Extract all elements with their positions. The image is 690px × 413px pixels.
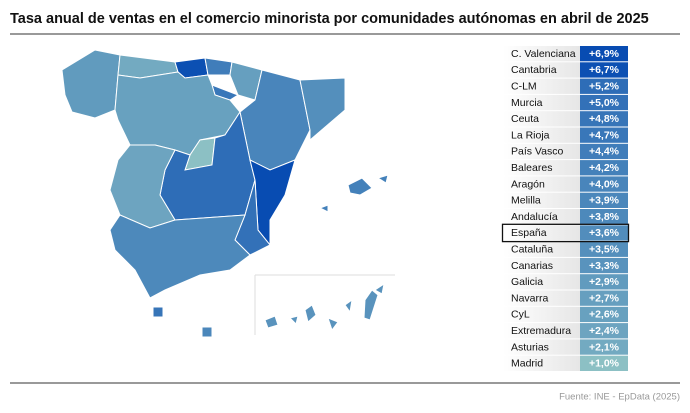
region-name: C-LM — [511, 81, 537, 93]
value-label: +3,6% — [589, 227, 620, 239]
highlight-box — [501, 223, 630, 243]
value-label: +3,5% — [589, 244, 620, 256]
value-cell — [580, 111, 628, 127]
row-label-cell — [503, 339, 580, 355]
region — [61, 49, 121, 119]
value-cell — [580, 176, 628, 192]
value-cell — [580, 355, 628, 371]
row-label-cell — [503, 127, 580, 143]
row-label-cell — [503, 143, 580, 160]
value-cell — [580, 290, 628, 306]
row-label-cell — [503, 225, 580, 241]
value-label: +4,2% — [589, 162, 620, 174]
region-name: Cantabria — [511, 64, 557, 76]
row-label-cell — [503, 192, 580, 208]
value-label: +2,6% — [589, 309, 620, 321]
value-label: +6,7% — [589, 64, 620, 76]
region-name: Madrid — [511, 358, 543, 370]
value-label: +5,0% — [589, 97, 620, 109]
row-label-cell — [503, 46, 580, 62]
value-label: +4,0% — [589, 178, 620, 190]
value-label: +5,2% — [589, 81, 620, 93]
region — [229, 61, 263, 101]
region-name: Baleares — [511, 162, 552, 174]
region-name: Galicia — [511, 276, 543, 288]
row-label-cell — [503, 290, 580, 306]
value-cell — [580, 241, 628, 257]
value-cell — [580, 160, 628, 176]
region-name: CyL — [511, 309, 530, 321]
region-name: Murcia — [511, 97, 543, 109]
value-label: +2,1% — [589, 341, 620, 353]
row-label-cell — [503, 78, 580, 94]
region — [299, 77, 346, 142]
title: Tasa anual de ventas en el comercio mino… — [10, 11, 649, 27]
value-cell — [580, 257, 628, 274]
source: Fuente: INE - EpData (2025) — [559, 392, 680, 403]
region — [264, 282, 385, 332]
value-label: +3,9% — [589, 195, 620, 207]
region-name: País Vasco — [511, 146, 563, 158]
region — [201, 326, 213, 338]
region-name: Navarra — [511, 292, 549, 304]
row-label-cell — [503, 306, 580, 323]
value-cell — [580, 339, 628, 355]
value-cell — [580, 143, 628, 160]
region — [152, 306, 164, 318]
value-cell — [580, 323, 628, 339]
value-label: +2,9% — [589, 276, 620, 288]
region-name: Extremadura — [511, 325, 571, 337]
value-cell — [580, 94, 628, 111]
region-name: Canarias — [511, 260, 553, 272]
row-label-cell — [503, 257, 580, 274]
region-name: España — [511, 227, 547, 239]
row-label-cell — [503, 209, 580, 225]
row-label-cell — [503, 62, 580, 78]
value-cell — [580, 78, 628, 94]
row-label-cell — [503, 241, 580, 257]
value-label: +1,0% — [589, 358, 620, 370]
region — [318, 174, 389, 213]
value-cell — [580, 209, 628, 225]
value-cell — [580, 306, 628, 323]
row-label-cell — [503, 355, 580, 371]
row-label-cell — [503, 94, 580, 111]
region-name: Asturias — [511, 341, 549, 353]
value-label: +4,4% — [589, 146, 620, 158]
value-label: +4,7% — [589, 129, 620, 141]
value-cell — [580, 46, 628, 62]
value-cell — [580, 274, 628, 290]
row-label-cell — [503, 176, 580, 192]
table: C. Valenciana +6,9% Cantabria +6,7% C-LM +5,2… — [501, 46, 630, 371]
value-label: +2,7% — [589, 292, 620, 304]
value-label: +3,3% — [589, 260, 620, 272]
value-label: +6,9% — [589, 48, 620, 60]
region-name: C. Valenciana — [511, 48, 576, 60]
value-label: +2,4% — [589, 325, 620, 337]
region-name: Cataluña — [511, 244, 553, 256]
row-label-cell — [503, 274, 580, 290]
value-label: +3,8% — [589, 211, 620, 223]
region — [204, 57, 233, 76]
canarias-frame — [254, 274, 395, 335]
row-label-cell — [503, 111, 580, 127]
region-name: Aragón — [511, 178, 545, 190]
value-cell — [580, 225, 628, 241]
value-label: +4,8% — [589, 113, 620, 125]
value-cell — [580, 127, 628, 143]
region-name: Ceuta — [511, 113, 539, 125]
row-label-cell — [503, 160, 580, 176]
region-name: Melilla — [511, 195, 541, 207]
row-label-cell — [503, 323, 580, 339]
region — [109, 214, 251, 299]
map — [61, 49, 389, 338]
region-name: La Rioja — [511, 129, 550, 141]
region-name: Andalucía — [511, 211, 558, 223]
value-cell — [580, 192, 628, 208]
value-cell — [580, 62, 628, 78]
region — [109, 144, 176, 229]
